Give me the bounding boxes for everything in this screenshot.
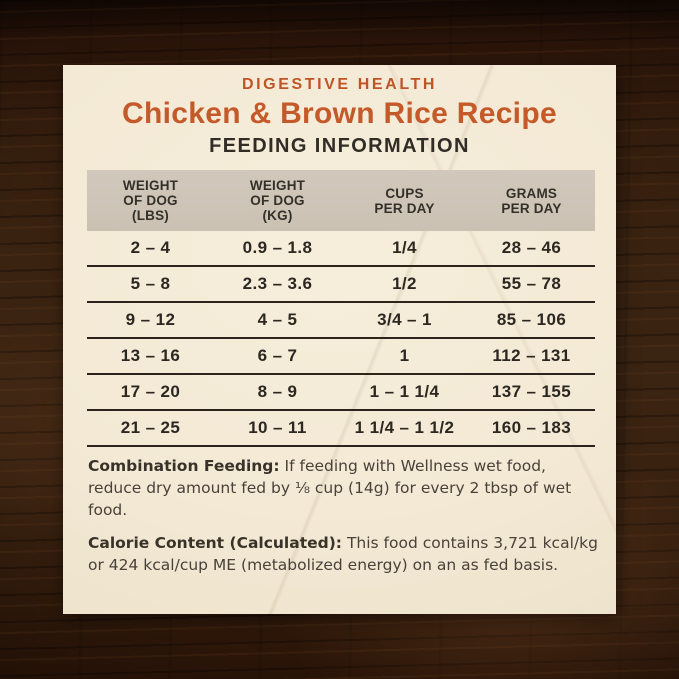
feeding-label-card: DIGESTIVE HEALTH Chicken & Brown Rice Re… xyxy=(63,65,616,614)
col-header-cups: CUPS PER DAY xyxy=(374,185,435,216)
calorie-content-note-title: Calorie Content (Calculated): xyxy=(88,534,343,552)
cell-grams: 55 – 78 xyxy=(501,274,562,293)
cell-cups: 1 – 1 1/4 xyxy=(369,382,440,401)
calorie-content-note: Calorie Content (Calculated): This food … xyxy=(88,532,602,576)
cell-cups: 1/4 xyxy=(392,238,417,257)
cell-weight-kg: 6 – 7 xyxy=(257,346,298,365)
table-row: 9 – 12 4 – 5 3/4 – 1 85 – 106 xyxy=(87,303,595,339)
cell-grams: 85 – 106 xyxy=(496,310,567,329)
cell-weight-kg: 0.9 – 1.8 xyxy=(242,238,313,257)
table-header-row: WEIGHT OF DOG (LBS) WEIGHT OF DOG (KG) CUPS P… xyxy=(87,170,595,231)
cell-weight-lbs: 17 – 20 xyxy=(120,382,181,401)
label-header: DIGESTIVE HEALTH Chicken & Brown Rice Re… xyxy=(63,65,616,158)
col-header-weight-kg: WEIGHT OF DOG (KG) xyxy=(249,178,306,223)
table-row: 13 – 16 6 – 7 1 112 – 131 xyxy=(87,339,595,375)
calorie-content-note-text: This food contains 3,721 kcal/kg or 424 … xyxy=(88,534,598,574)
feeding-table: WEIGHT OF DOG (LBS) WEIGHT OF DOG (KG) CUPS P… xyxy=(87,170,595,447)
combination-feeding-note: Combination Feeding: If feeding with Wel… xyxy=(88,455,602,521)
footnotes: Combination Feeding: If feeding with Wel… xyxy=(88,455,602,587)
cell-weight-lbs: 9 – 12 xyxy=(125,310,176,329)
cell-grams: 137 – 155 xyxy=(491,382,572,401)
cell-grams: 28 – 46 xyxy=(501,238,562,257)
cell-weight-kg: 8 – 9 xyxy=(257,382,298,401)
table-row: 17 – 20 8 – 9 1 – 1 1/4 137 – 155 xyxy=(87,375,595,411)
cell-grams: 160 – 183 xyxy=(491,418,572,437)
cell-weight-kg: 2.3 – 3.6 xyxy=(242,274,313,293)
table-row: 21 – 25 10 – 11 1 1/4 – 1 1/2 160 – 183 xyxy=(87,411,595,447)
brand-line: DIGESTIVE HEALTH xyxy=(241,76,438,93)
cell-cups: 1 xyxy=(399,346,410,365)
cell-weight-kg: 4 – 5 xyxy=(257,310,298,329)
recipe-title: Chicken & Brown Rice Recipe xyxy=(122,97,557,130)
table-row: 5 – 8 2.3 – 3.6 1/2 55 – 78 xyxy=(87,267,595,303)
combination-feeding-note-title: Combination Feeding: xyxy=(88,457,280,475)
cell-weight-lbs: 21 – 25 xyxy=(120,418,181,437)
cell-weight-lbs: 5 – 8 xyxy=(130,274,171,293)
cell-weight-lbs: 13 – 16 xyxy=(120,346,181,365)
section-title: FEEDING INFORMATION xyxy=(209,135,470,157)
table-row: 2 – 4 0.9 – 1.8 1/4 28 – 46 xyxy=(87,231,595,267)
cell-grams: 112 – 131 xyxy=(492,346,571,365)
col-header-weight-lbs: WEIGHT OF DOG (LBS) xyxy=(122,178,179,223)
combination-feeding-note-text: If feeding with Wellness wet food, reduc… xyxy=(88,457,572,519)
cell-cups: 3/4 – 1 xyxy=(377,310,432,329)
cell-weight-kg: 10 – 11 xyxy=(248,418,307,437)
cell-weight-lbs: 2 – 4 xyxy=(130,238,171,257)
col-header-grams: GRAMS PER DAY xyxy=(501,185,562,216)
cell-cups: 1 1/4 – 1 1/2 xyxy=(354,418,455,437)
cell-cups: 1/2 xyxy=(392,274,417,293)
